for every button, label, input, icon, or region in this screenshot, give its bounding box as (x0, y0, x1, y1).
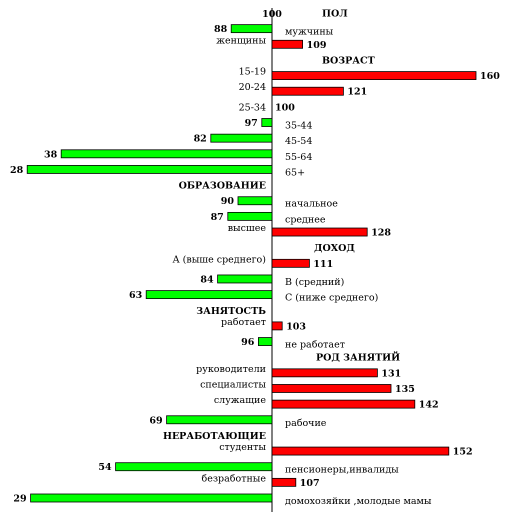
category-label-row-16: А (выше среднего) (172, 254, 266, 265)
category-label-row-23: руководители (196, 364, 266, 375)
category-label-row-7: 35-44 (285, 121, 312, 132)
bar-row-29 (115, 462, 273, 472)
bar-row-14 (271, 227, 368, 237)
category-label-row-29: пенсионеры,инвалиды (285, 465, 399, 476)
category-label-row-8: 45-54 (285, 136, 312, 147)
value-label-row-29: 54 (98, 462, 112, 473)
bar-row-25 (271, 399, 416, 409)
value-label-row-24: 135 (395, 384, 415, 395)
category-label-row-14: высшее (228, 223, 267, 234)
bar-row-13 (227, 211, 273, 221)
category-label-row-30: безработные (202, 473, 267, 484)
bar-row-7 (261, 118, 273, 127)
bar-row-16 (271, 258, 310, 268)
category-label-row-5: 20-24 (239, 82, 266, 93)
section-heading: ВОЗРАСТ (322, 55, 375, 66)
value-label-row-7: 97 (245, 118, 258, 129)
bar-row-18 (145, 290, 273, 300)
section-heading: ОБРАЗОВАНИЕ (179, 181, 266, 192)
category-label-row-31: домохозяйки ,молодые мамы (285, 496, 432, 507)
bar-row-9 (60, 149, 273, 159)
category-label-row-24: специалисты (200, 379, 266, 390)
value-label-row-17: 84 (200, 274, 214, 285)
baseline-value-label: 100 (262, 9, 282, 20)
category-label-row-1: мужчины (285, 27, 334, 38)
value-label-row-23: 131 (381, 368, 401, 379)
value-label-row-30: 107 (300, 478, 320, 489)
text-layer: 100 ПОЛ 88 мужчины 109 женщины ВОЗРАСТ 160 15-19… (10, 9, 500, 508)
value-label-row-5: 121 (347, 87, 367, 98)
value-label-row-9: 38 (44, 149, 58, 160)
section-heading: ЗАНЯТОСТЬ (196, 306, 266, 317)
value-label-row-14: 128 (371, 228, 391, 239)
bar-row-1 (230, 24, 273, 34)
section-heading: НЕРАБОТАЮЩИЕ (163, 431, 266, 442)
category-label-row-18: С (ниже среднего) (285, 293, 378, 304)
value-label-row-26: 69 (149, 415, 163, 426)
section-heading: РОД ЗАНЯТИЙ (316, 351, 400, 364)
bar-row-20 (271, 321, 283, 331)
value-label-row-12: 90 (221, 196, 235, 207)
category-label-row-17: В (средний) (285, 277, 344, 288)
section-heading: ДОХОД (314, 243, 355, 254)
category-label-row-10: 65+ (285, 167, 305, 178)
bar-row-30 (271, 477, 297, 487)
bar-row-8 (210, 133, 273, 143)
category-label-row-6: 25-34 (239, 102, 266, 113)
value-label-row-31: 29 (13, 494, 27, 505)
bar-row-23 (271, 368, 378, 378)
bar-row-31 (30, 493, 273, 503)
value-label-row-18: 63 (129, 290, 142, 301)
bar-row-26 (166, 415, 273, 425)
category-label-row-13: среднее (285, 214, 326, 225)
value-label-row-13: 87 (211, 212, 224, 223)
category-label-row-26: рабочие (285, 418, 327, 429)
value-label-row-2: 109 (307, 40, 327, 51)
bar-row-10 (26, 165, 273, 174)
category-label-row-2: женщины (216, 35, 266, 46)
category-label-row-20: работает (221, 317, 266, 328)
category-label-row-9: 55-64 (285, 152, 312, 163)
value-label-row-21: 96 (241, 337, 255, 348)
value-label-row-16: 111 (313, 259, 333, 270)
bar-row-24 (271, 384, 392, 393)
bar-row-12 (237, 196, 273, 206)
value-label-row-10: 28 (10, 165, 24, 176)
bar-row-17 (217, 274, 273, 284)
value-label-row-4: 160 (480, 71, 500, 82)
bars-layer (26, 24, 477, 503)
value-label-row-28: 152 (453, 447, 473, 458)
category-label-row-12: начальное (285, 199, 338, 210)
bar-row-28 (271, 446, 450, 456)
value-label-row-25: 142 (419, 400, 439, 411)
value-label-row-8: 82 (194, 134, 207, 145)
bar-row-2 (271, 39, 304, 49)
value-label-row-1: 88 (214, 24, 228, 35)
category-label-row-4: 15-19 (239, 67, 266, 78)
bar-row-4 (271, 71, 477, 80)
bar-row-5 (271, 86, 344, 96)
section-heading: ПОЛ (322, 9, 348, 20)
category-label-row-25: служащие (214, 395, 267, 406)
value-label-row-20: 103 (286, 321, 306, 332)
category-label-row-28: студенты (219, 442, 266, 453)
bar-row-21 (257, 337, 273, 346)
value-label-row-6: 100 (275, 102, 295, 113)
category-label-row-21: не работает (285, 340, 345, 351)
